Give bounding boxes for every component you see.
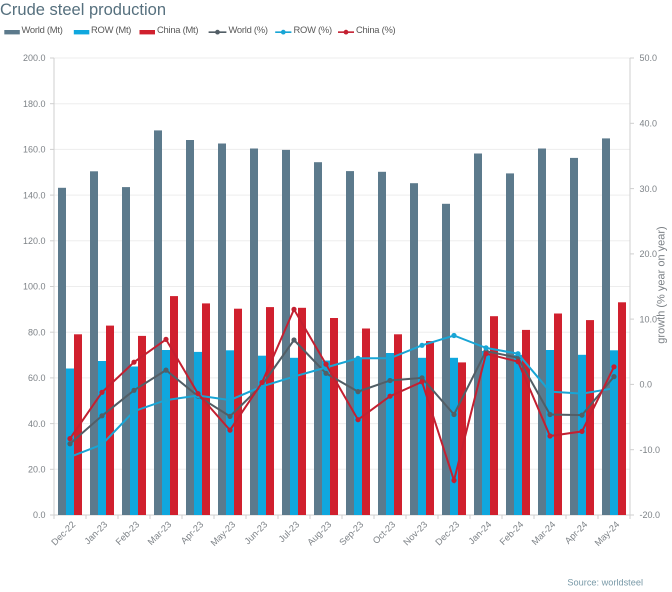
svg-text:Crude steel production: Crude steel production <box>0 1 166 19</box>
svg-text:40.0: 40.0 <box>640 119 658 129</box>
svg-text:160.0: 160.0 <box>23 145 46 155</box>
svg-text:-20.0: -20.0 <box>640 510 661 520</box>
svg-text:180.0: 180.0 <box>23 99 46 109</box>
svg-text:China (Mt): China (Mt) <box>157 24 198 35</box>
svg-text:100.0: 100.0 <box>23 282 46 292</box>
svg-text:20.0: 20.0 <box>28 465 46 475</box>
svg-text:World (Mt): World (Mt) <box>22 24 63 35</box>
svg-text:20.0: 20.0 <box>640 249 658 259</box>
svg-text:200.0: 200.0 <box>23 53 46 63</box>
svg-text:growth (% year on year): growth (% year on year) <box>656 226 668 343</box>
svg-text:50.0: 50.0 <box>640 53 658 63</box>
svg-text:120.0: 120.0 <box>23 236 46 246</box>
svg-text:0.0: 0.0 <box>33 510 46 520</box>
svg-text:30.0: 30.0 <box>640 184 658 194</box>
svg-text:140.0: 140.0 <box>23 190 46 200</box>
svg-text:China (%): China (%) <box>356 24 396 35</box>
svg-text:0.0: 0.0 <box>640 380 653 390</box>
svg-text:ROW (%): ROW (%) <box>294 24 332 35</box>
svg-text:ROW (Mt): ROW (Mt) <box>91 24 131 35</box>
svg-text:World (%): World (%) <box>229 24 268 35</box>
svg-text:60.0: 60.0 <box>28 373 46 383</box>
svg-text:40.0: 40.0 <box>28 419 46 429</box>
svg-text:Source: worldsteel: Source: worldsteel <box>567 578 643 588</box>
svg-text:-10.0: -10.0 <box>640 445 661 455</box>
svg-text:80.0: 80.0 <box>28 327 46 337</box>
svg-text:10.0: 10.0 <box>640 314 658 324</box>
